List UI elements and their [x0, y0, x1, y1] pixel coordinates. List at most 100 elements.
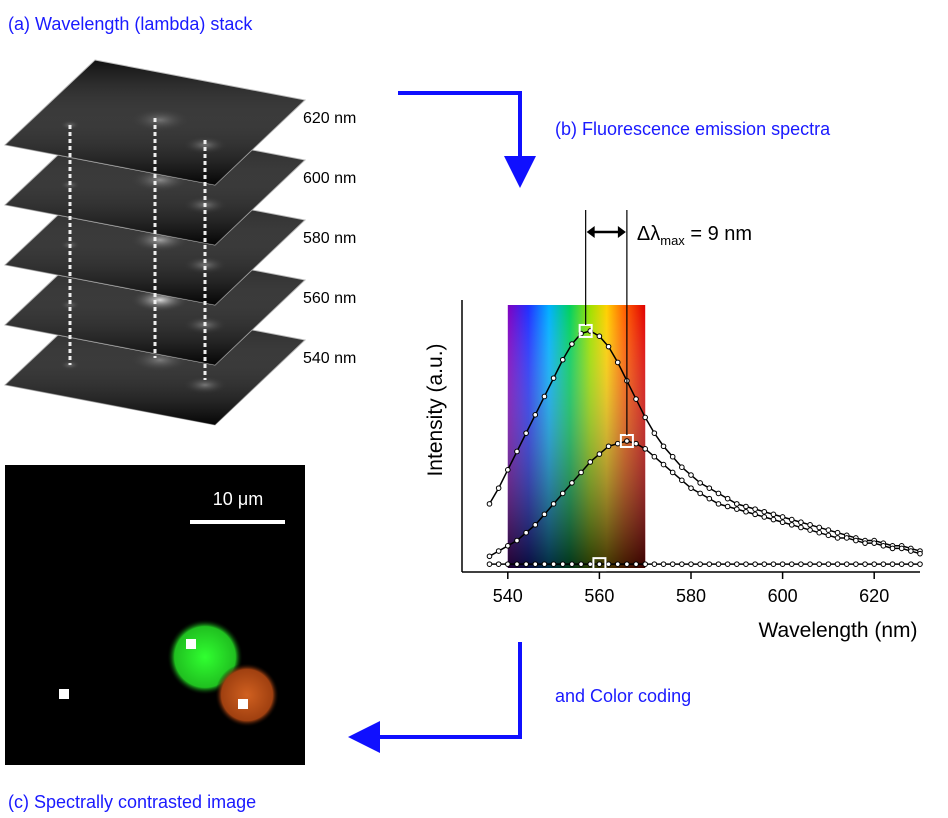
data-point [808, 562, 813, 567]
stack-label: 580 nm [303, 230, 356, 247]
data-point [496, 486, 501, 491]
data-point [753, 512, 758, 517]
data-point [725, 504, 730, 509]
data-point [533, 562, 538, 567]
data-point [643, 447, 648, 452]
data-point [753, 562, 758, 567]
data-point [735, 502, 740, 507]
data-point [680, 562, 685, 567]
data-point [615, 441, 620, 446]
data-point [817, 530, 822, 535]
stack-label: 620 nm [303, 110, 356, 127]
x-axis-label: Wavelength (nm) [758, 619, 917, 642]
data-point [799, 562, 804, 567]
data-point [817, 562, 822, 567]
data-point [872, 562, 877, 567]
roi-marker [59, 689, 69, 699]
data-point [670, 470, 675, 475]
data-point [551, 562, 556, 567]
data-point [716, 562, 721, 567]
data-point [716, 502, 721, 507]
data-point [634, 397, 639, 402]
data-point [890, 562, 895, 567]
page: {"panels": {"a": "(a) Wavelength (lambda… [0, 0, 948, 818]
data-point [487, 554, 492, 559]
data-point [588, 460, 593, 465]
panel-b-title: (b) Fluorescence emission spectra [555, 119, 831, 139]
data-point [909, 562, 914, 567]
data-point [588, 562, 593, 567]
data-point [835, 530, 840, 535]
x-tick-label: 600 [768, 586, 798, 606]
annotation-subscript: max [660, 233, 685, 248]
data-point [579, 562, 584, 567]
data-point [496, 562, 501, 567]
data-point [771, 562, 776, 567]
data-point [606, 344, 611, 349]
data-point [780, 520, 785, 525]
data-point [533, 523, 538, 528]
data-point [506, 468, 511, 473]
data-point [506, 562, 511, 567]
data-point [496, 549, 501, 554]
data-point [533, 413, 538, 418]
data-point [744, 562, 749, 567]
data-point [863, 541, 868, 546]
delta-annotation: Δλmax = 9 nm [637, 223, 752, 248]
y-axis-label: Intensity (a.u.) [424, 343, 447, 476]
data-point [899, 562, 904, 567]
data-point [551, 376, 556, 381]
data-point [579, 470, 584, 475]
data-point [515, 538, 520, 543]
data-point [570, 481, 575, 486]
data-point [863, 562, 868, 567]
data-point [670, 454, 675, 459]
data-point [744, 509, 749, 514]
data-point [789, 562, 794, 567]
data-point [890, 546, 895, 551]
annotation-text: Δλ [637, 223, 660, 245]
data-point [899, 546, 904, 551]
spot [183, 256, 227, 274]
data-point [780, 515, 785, 520]
data-point [771, 517, 776, 522]
x-tick-label: 620 [859, 586, 889, 606]
data-point [560, 357, 565, 362]
data-point [487, 562, 492, 567]
data-point [524, 431, 529, 436]
roi-marker [238, 699, 248, 709]
data-point [652, 454, 657, 459]
data-point [799, 525, 804, 530]
spectra-chart: 540560580600620Wavelength (nm)Intensity … [424, 210, 922, 642]
data-point [689, 486, 694, 491]
data-point [615, 360, 620, 365]
data-point [625, 439, 630, 444]
data-point [560, 562, 565, 567]
data-point [918, 562, 923, 567]
data-point [735, 507, 740, 512]
data-point [844, 536, 849, 541]
data-point [872, 541, 877, 546]
data-point [542, 512, 547, 517]
micrograph: 10 μm [5, 465, 305, 765]
data-point [634, 562, 639, 567]
data-point [597, 562, 602, 567]
data-point [799, 520, 804, 525]
data-point [643, 415, 648, 420]
roi-marker [186, 639, 196, 649]
data-point [707, 562, 712, 567]
data-point [707, 496, 712, 501]
data-point [780, 562, 785, 567]
arrow [398, 93, 520, 180]
data-point [762, 515, 767, 520]
data-point [725, 562, 730, 567]
arrow-label: and Color coding [555, 686, 691, 706]
data-point [881, 544, 886, 549]
figure: (a) Wavelength (lambda) stack (b) Fluore… [0, 0, 948, 818]
data-point [789, 517, 794, 522]
data-point [844, 562, 849, 567]
data-point [826, 562, 831, 567]
data-point [753, 507, 758, 512]
data-point [689, 473, 694, 478]
